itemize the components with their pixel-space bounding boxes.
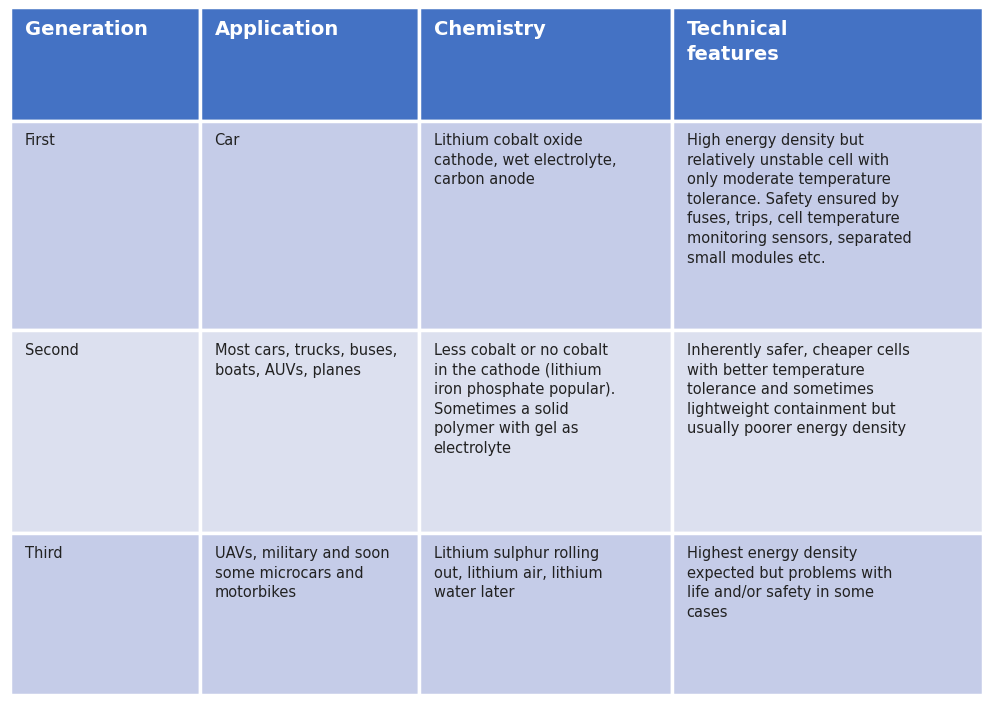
Bar — [10, 121, 200, 331]
Text: Technical
features: Technical features — [686, 20, 788, 64]
Bar — [671, 534, 983, 695]
Text: Highest energy density
expected but problems with
life and/or safety in some
cas: Highest energy density expected but prob… — [686, 546, 892, 620]
Bar — [671, 331, 983, 534]
Bar — [671, 121, 983, 331]
Bar — [200, 331, 419, 534]
Bar — [419, 7, 671, 121]
Text: High energy density but
relatively unstable cell with
only moderate temperature
: High energy density but relatively unsta… — [686, 133, 912, 265]
Bar — [200, 534, 419, 695]
Bar — [10, 7, 200, 121]
Text: Generation: Generation — [25, 20, 148, 39]
Text: Less cobalt or no cobalt
in the cathode (lithium
iron phosphate popular).
Someti: Less cobalt or no cobalt in the cathode … — [434, 343, 615, 456]
Text: Car: Car — [214, 133, 240, 148]
Text: Chemistry: Chemistry — [434, 20, 545, 39]
Bar — [419, 331, 671, 534]
Text: Lithium cobalt oxide
cathode, wet electrolyte,
carbon anode: Lithium cobalt oxide cathode, wet electr… — [434, 133, 616, 187]
Bar — [419, 534, 671, 695]
Bar — [419, 121, 671, 331]
Text: First: First — [25, 133, 56, 148]
Text: Third: Third — [25, 546, 63, 561]
Bar — [200, 121, 419, 331]
Bar — [200, 7, 419, 121]
Text: Lithium sulphur rolling
out, lithium air, lithium
water later: Lithium sulphur rolling out, lithium air… — [434, 546, 602, 600]
Text: Application: Application — [214, 20, 339, 39]
Text: Second: Second — [25, 343, 78, 358]
Text: Most cars, trucks, buses,
boats, AUVs, planes: Most cars, trucks, buses, boats, AUVs, p… — [214, 343, 397, 378]
Text: UAVs, military and soon
some microcars and
motorbikes: UAVs, military and soon some microcars a… — [214, 546, 389, 600]
Bar — [10, 534, 200, 695]
Bar — [671, 7, 983, 121]
Bar — [10, 331, 200, 534]
Text: Inherently safer, cheaper cells
with better temperature
tolerance and sometimes
: Inherently safer, cheaper cells with bet… — [686, 343, 910, 436]
